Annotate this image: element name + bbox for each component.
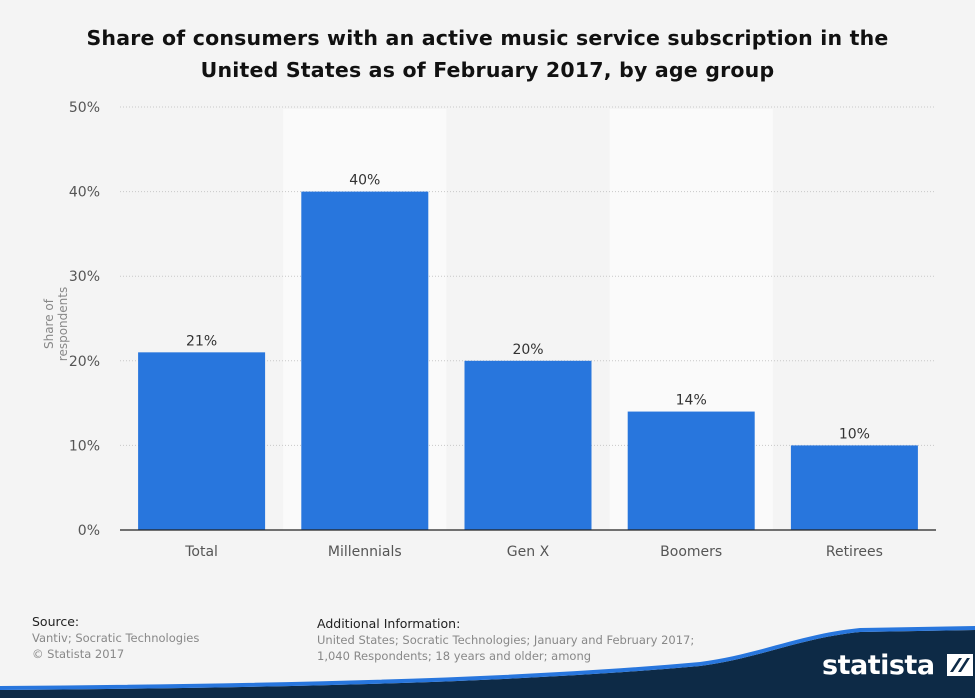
bar-retirees bbox=[790, 445, 918, 530]
source-line-1: Vantiv; Socratic Technologies bbox=[32, 631, 200, 645]
additional-info-line-1: United States; Socratic Technologies; Ja… bbox=[317, 633, 695, 647]
x-tick-label-0: Total bbox=[184, 544, 218, 560]
y-tick-label-0: 0% bbox=[78, 523, 100, 539]
logo-text: statista bbox=[822, 650, 935, 681]
y-tick-label-1: 10% bbox=[69, 438, 100, 454]
source-block: Source: Vantiv; Socratic Technologies © … bbox=[32, 614, 199, 662]
y-tick-label-4: 40% bbox=[69, 185, 100, 201]
data-label-0: 21% bbox=[186, 333, 217, 349]
data-label-3: 14% bbox=[676, 393, 707, 409]
chart-title: Share of consumers with an active music … bbox=[86, 26, 889, 82]
additional-info-line-2: 1,040 Respondents; 18 years and older; a… bbox=[317, 649, 592, 663]
data-label-2: 20% bbox=[512, 342, 543, 358]
additional-info-block: Additional Information: United States; S… bbox=[317, 616, 737, 664]
brand-band bbox=[0, 626, 975, 698]
bar-millennials bbox=[301, 191, 429, 530]
bar-gen-x bbox=[464, 360, 592, 530]
statista-logo[interactable]: statista bbox=[822, 650, 974, 681]
source-title: Source: bbox=[32, 614, 80, 629]
statista-logo-icon bbox=[947, 654, 974, 676]
x-tick-label-2: Gen X bbox=[507, 544, 550, 560]
additional-info-title: Additional Information: bbox=[317, 616, 461, 631]
bar-boomers bbox=[627, 411, 755, 530]
data-label-4: 10% bbox=[839, 426, 870, 442]
data-label-1: 40% bbox=[349, 173, 380, 189]
x-tick-label-1: Millennials bbox=[328, 544, 402, 560]
source-line-2: © Statista 2017 bbox=[32, 647, 125, 661]
y-tick-label-2: 20% bbox=[69, 354, 100, 370]
x-tick-label-4: Retirees bbox=[826, 544, 883, 560]
y-tick-label-5: 50% bbox=[69, 100, 100, 116]
y-tick-label-3: 30% bbox=[69, 269, 100, 285]
bar-total bbox=[138, 352, 266, 530]
x-tick-label-3: Boomers bbox=[660, 544, 722, 560]
y-axis-label: Share of respondents bbox=[42, 286, 70, 362]
